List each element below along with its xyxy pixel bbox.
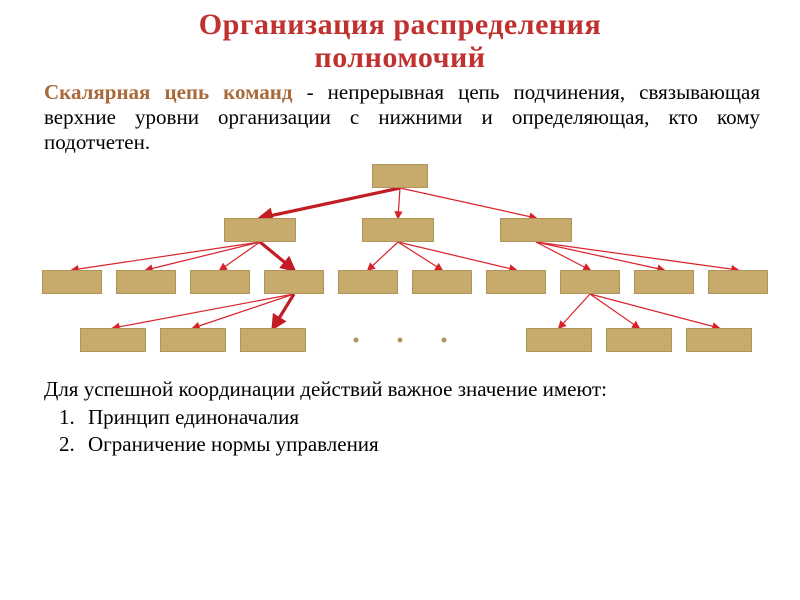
tree-node	[80, 328, 146, 352]
tree-node	[264, 270, 324, 294]
edge-group	[72, 188, 738, 328]
conclusion-text: Для успешной координации действий важное…	[0, 376, 800, 403]
ellipsis-dot	[442, 337, 447, 342]
tree-edge	[273, 294, 294, 328]
tree-node	[634, 270, 694, 294]
list-item: Ограничение нормы управления	[80, 432, 800, 457]
tree-edge	[536, 242, 664, 270]
tree-node	[486, 270, 546, 294]
tree-node	[412, 270, 472, 294]
tree-edge	[536, 242, 738, 270]
tree-edge	[72, 242, 260, 270]
tree-node	[160, 328, 226, 352]
tree-node	[338, 270, 398, 294]
title-line-1: Организация распределения	[199, 8, 601, 41]
page-title: Организация распределения полномочий	[0, 0, 800, 74]
tree-edge	[590, 294, 639, 328]
tree-node	[190, 270, 250, 294]
tree-node	[606, 328, 672, 352]
title-line-2: полномочий	[314, 41, 485, 74]
tree-node	[116, 270, 176, 294]
points-list: Принцип единоначалия Ограничение нормы у…	[44, 405, 800, 457]
dot-group	[354, 337, 447, 342]
ellipsis-dot	[354, 337, 359, 342]
tree-edge	[368, 242, 398, 270]
tree-edge	[536, 242, 590, 270]
tree-edge	[113, 294, 294, 328]
tree-edge	[193, 294, 294, 328]
org-tree-diagram	[0, 156, 800, 376]
intro-lead: Скалярная цепь команд	[44, 80, 293, 104]
list-item: Принцип единоначалия	[80, 405, 800, 430]
tree-edge	[400, 188, 536, 218]
tree-node	[500, 218, 572, 242]
tree-node	[224, 218, 296, 242]
tree-edge	[260, 242, 294, 270]
tree-edge	[590, 294, 719, 328]
tree-node	[42, 270, 102, 294]
tree-node	[362, 218, 434, 242]
intro-paragraph: Скалярная цепь команд - непрерывная цепь…	[0, 74, 800, 156]
tree-node	[686, 328, 752, 352]
ellipsis-dot	[398, 337, 403, 342]
tree-node	[708, 270, 768, 294]
tree-edge	[559, 294, 590, 328]
tree-node	[372, 164, 428, 188]
tree-edge	[146, 242, 260, 270]
tree-node	[560, 270, 620, 294]
tree-edge	[398, 242, 516, 270]
tree-edge	[398, 242, 442, 270]
tree-edge	[220, 242, 260, 270]
tree-node	[526, 328, 592, 352]
tree-edge	[260, 188, 400, 218]
tree-edge	[398, 188, 400, 218]
tree-node	[240, 328, 306, 352]
